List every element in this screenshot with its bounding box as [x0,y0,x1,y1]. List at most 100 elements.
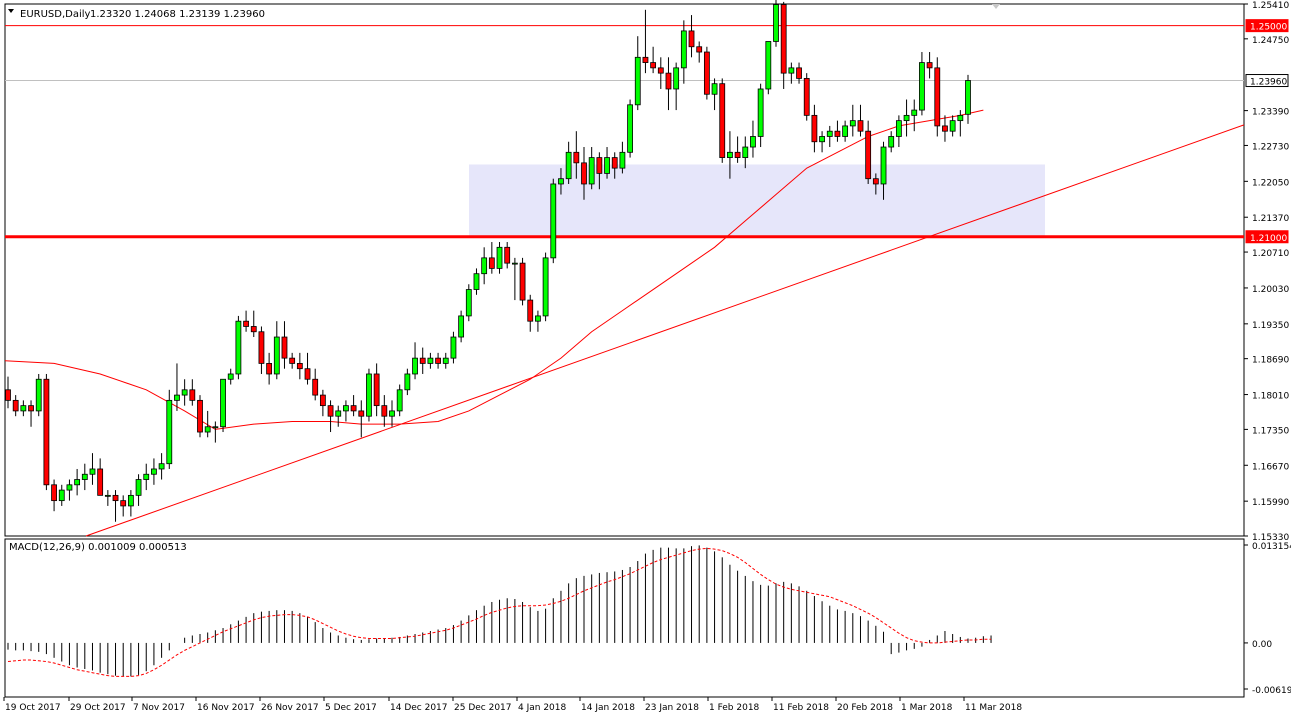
candle [273,321,280,380]
candle [189,379,196,406]
candle [811,104,818,153]
candle-body [519,262,526,301]
candle-body [535,315,541,322]
candle-body [304,368,311,380]
candle-body [427,357,434,364]
candle-body [281,336,288,359]
candle-body [680,30,687,69]
candle [412,342,418,380]
date-tick-label: 4 Jan 2018 [518,703,566,713]
candle-body [389,410,395,417]
price-pane-frame [4,3,1245,537]
labels-layer: 1.25000 1.23960 1.21000 [1245,19,1289,244]
candle-body [89,468,96,475]
candle-body [849,120,856,127]
overlay-lines-layer [4,25,1245,537]
candle-body [143,473,150,480]
candle-body [696,46,703,53]
price-tick-label: 1.25410 [1252,1,1289,11]
candle [366,368,372,422]
candle [43,373,50,491]
candle-body [97,468,104,496]
candle-body [12,399,19,412]
support-zone [469,164,1045,237]
candle [734,136,741,163]
candle-body [711,83,718,95]
macd-tick-label: 0.013154 [1252,542,1291,552]
candle-body [703,51,710,95]
candle [204,410,211,438]
candle-body [74,479,81,486]
candle [903,99,910,137]
candle [949,115,956,137]
candle [381,395,388,427]
candle [627,99,633,158]
date-tick-label: 23 Jan 2018 [645,703,699,713]
candle [66,479,73,501]
candle [826,125,833,148]
trendline [85,124,1245,537]
candle [266,352,273,385]
candle [588,147,595,190]
candle [926,52,933,79]
candle-body [742,146,749,158]
candle [942,115,948,142]
candle [642,9,649,74]
candle [519,257,526,306]
candle [688,15,695,58]
candle-body [803,78,810,116]
candle-body [58,489,65,502]
candle-body [857,120,864,132]
candle [527,294,534,332]
candle-body [627,104,633,153]
candle-body [919,62,925,111]
candle-body [35,378,42,412]
candle-body [657,67,664,74]
candle-body [888,136,895,148]
macd-tick-label: 0.00 [1252,640,1272,650]
candle-body [104,494,111,497]
candle [757,83,764,148]
candle-body [504,246,511,264]
candle [750,120,756,158]
candle [857,104,864,137]
candle-body [266,363,273,375]
candle-body [404,373,411,391]
candle-body [880,146,887,185]
candle-body [189,389,196,401]
candle [550,178,557,264]
candle-body [757,88,764,137]
price-tick-label: 1.21370 [1252,214,1289,224]
candle-body [588,157,595,185]
candle-body [842,125,849,137]
candle [296,352,303,380]
candle [112,490,119,522]
macd-pane-frame [4,538,1245,698]
candle-body [319,394,326,407]
candle [373,363,380,417]
candle-body [120,500,127,507]
moving-average-line [4,109,984,430]
candle [227,368,234,385]
candle [312,368,319,401]
candle-body [642,56,649,63]
candle-body [872,178,879,185]
candle [166,389,173,469]
candle [174,363,180,411]
candle-body [773,4,779,42]
candle-body [527,299,534,322]
candle [719,78,726,163]
candle [849,104,856,137]
candle-body [419,357,426,364]
symbol-label: EURUSD,Daily [20,9,91,20]
date-tick-label: 1 Mar 2018 [901,703,953,713]
candle-body [127,494,134,507]
candle-body [565,151,572,180]
candle-body [796,67,802,79]
candle [511,257,518,301]
candle-body [496,246,503,269]
price-tick-label: 1.22730 [1252,142,1289,152]
candle-body [412,357,418,375]
price-label-text: 1.25000 [1250,23,1287,33]
price-tick-label: 1.17350 [1252,426,1289,436]
